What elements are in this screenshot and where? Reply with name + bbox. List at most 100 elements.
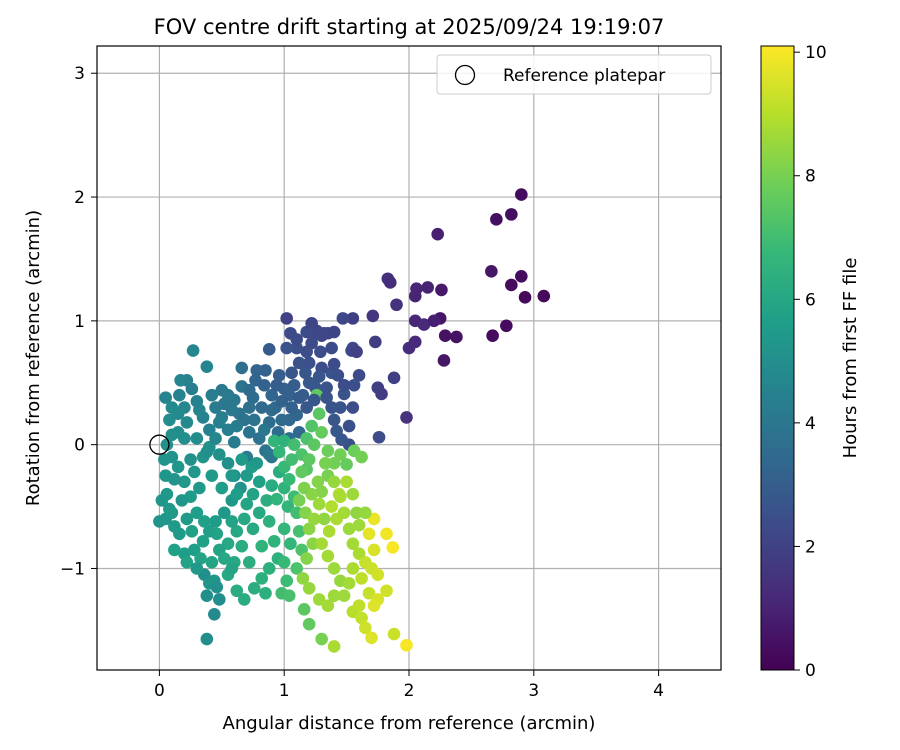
scatter-point <box>438 329 452 343</box>
scatter-point <box>200 360 214 373</box>
scatter-point <box>287 378 301 392</box>
scatter-point <box>275 395 289 408</box>
scatter-point <box>350 345 363 359</box>
scatter-point <box>296 572 310 585</box>
colorbar-tick-label: 0 <box>805 661 816 681</box>
scatter-point <box>165 401 179 414</box>
scatter-point <box>280 341 293 355</box>
scatter-point <box>235 361 249 375</box>
scatter-point <box>160 438 174 451</box>
scatter-point <box>196 534 210 548</box>
scatter-point <box>280 574 293 588</box>
scatter-point <box>255 401 269 414</box>
scatter-point <box>186 344 200 357</box>
scatter-point <box>302 453 316 466</box>
scatter-point <box>352 369 366 382</box>
scatter-point <box>209 515 222 528</box>
scatter-point <box>225 562 239 575</box>
scatter-point <box>325 401 338 414</box>
scatter-point <box>450 330 463 344</box>
scatter-point <box>330 424 343 438</box>
scatter-point <box>171 460 185 474</box>
scatter-point <box>180 555 194 569</box>
chart-title: FOV centre drift starting at 2025/09/24 … <box>154 15 665 39</box>
scatter-point <box>163 413 176 427</box>
colorbar-tick-label: 8 <box>805 167 816 187</box>
scatter-point <box>165 506 179 520</box>
scatter-point <box>200 632 214 646</box>
scatter-point <box>383 276 397 289</box>
scatter-point <box>355 611 368 625</box>
scatter-point <box>277 555 291 569</box>
scatter-point <box>205 469 219 482</box>
legend-box <box>436 54 712 95</box>
scatter-point <box>230 584 244 598</box>
scatter-point <box>184 453 197 466</box>
scatter-point <box>315 632 328 646</box>
scatter-point <box>312 593 326 606</box>
scatter-point <box>168 473 181 486</box>
scatter-point <box>305 317 318 330</box>
scatter-point <box>400 638 413 652</box>
scatter-point <box>372 430 386 444</box>
x-axis-label: Angular distance from reference (arcmin) <box>223 713 596 734</box>
scatter-point <box>427 314 441 328</box>
scatter-point <box>193 481 206 495</box>
scatter-point <box>277 522 291 536</box>
scatter-point <box>221 537 235 551</box>
scatter-point <box>267 434 281 448</box>
scatter-point <box>213 593 226 606</box>
y-tick-label: 2 <box>74 188 85 208</box>
scatter-point <box>417 318 431 331</box>
scatter-point <box>340 475 353 489</box>
scatter-point <box>306 537 320 551</box>
y-tick-label: 0 <box>74 436 85 456</box>
scatter-point <box>235 453 249 466</box>
scatter-point <box>290 341 303 355</box>
scatter-point <box>325 341 338 355</box>
scatter-point <box>295 465 308 479</box>
scatter-point <box>262 515 276 528</box>
scatter-point <box>359 621 372 635</box>
scatter-point <box>302 617 316 631</box>
scatter-point <box>307 438 321 451</box>
scatter-point <box>337 387 351 401</box>
scatter-point <box>159 391 172 404</box>
scatter-point <box>290 506 303 520</box>
scatter-point <box>185 525 199 538</box>
scatter-point <box>327 456 341 470</box>
scatter-point <box>246 522 260 536</box>
scatter-point <box>225 403 239 417</box>
scatter-point <box>352 599 366 612</box>
scatter-point <box>247 581 261 595</box>
colorbar-tick-label: 2 <box>805 537 816 557</box>
scatter-point <box>217 552 231 565</box>
x-tick-label: 2 <box>404 681 415 701</box>
scatter-point <box>299 506 312 520</box>
scatter-point <box>321 549 335 563</box>
scatter-point <box>327 640 341 653</box>
legend: Reference platepar <box>436 54 712 95</box>
x-axis-ticks: 0 1 2 3 4 <box>154 670 664 701</box>
scatter-point <box>215 481 229 495</box>
x-tick-label: 0 <box>154 681 165 701</box>
scatter-point <box>352 518 366 532</box>
scatter-point <box>242 383 256 397</box>
scatter-point <box>500 319 513 333</box>
scatter-point <box>215 383 229 397</box>
y-tick-label: −1 <box>60 559 85 579</box>
scatter-point <box>302 356 316 370</box>
scatter-point <box>194 552 207 565</box>
reference-platepar-marker <box>149 434 170 455</box>
scatter-point <box>250 364 264 377</box>
scatter-point <box>408 335 422 349</box>
scatter-point <box>327 413 341 427</box>
scatter-point <box>198 515 211 528</box>
scatter-point <box>230 487 244 501</box>
scatter-point <box>208 607 221 621</box>
scatter-point <box>337 589 351 603</box>
scatter-point <box>290 333 303 346</box>
scatter-points <box>153 188 551 653</box>
scatter-point <box>190 506 204 520</box>
scatter-point <box>173 388 186 402</box>
